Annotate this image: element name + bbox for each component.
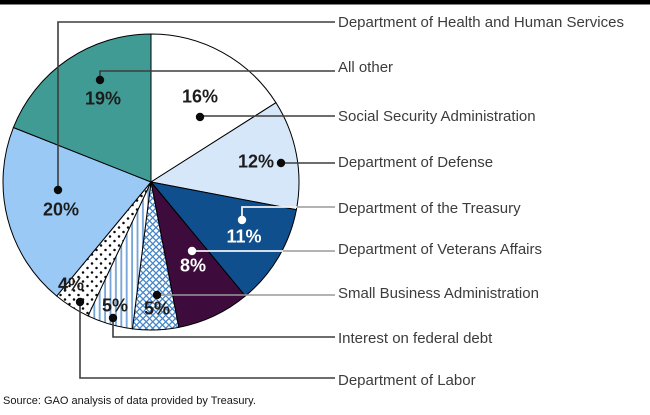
slice-value-label-department-of-health-and-human-services: 20% — [42, 199, 80, 220]
leader-dot-department-of-veterans-affairs — [187, 246, 197, 256]
pie-slice-department-of-the-treasury — [150, 181, 297, 297]
leader-dot-social-security-administration — [195, 112, 205, 122]
leader-line-department-of-health-and-human-services — [57, 21, 335, 190]
leader-dot-small-business-administration — [152, 290, 162, 300]
source-note: Source: GAO analysis of data provided by… — [3, 395, 256, 407]
category-label-interest-on-federal-debt: Interest on federal debt — [338, 330, 493, 347]
leader-dot-department-of-defense — [276, 158, 286, 168]
category-label-social-security-administration: Social Security Administration — [338, 108, 536, 125]
leader-line-interest-on-federal-debt — [112, 318, 335, 338]
category-label-all-other: All other — [338, 59, 394, 76]
leader-dot-department-of-health-and-human-services — [53, 185, 63, 195]
category-label-small-business-administration: Small Business Administration — [338, 285, 539, 302]
top-border-rule — [0, 0, 650, 5]
slice-value-label-social-security-administration: 16% — [181, 86, 219, 107]
category-label-department-of-the-treasury: Department of the Treasury — [338, 200, 521, 217]
category-label-department-of-defense: Department of Defense — [338, 154, 494, 171]
leader-dot-interest-on-federal-debt — [108, 313, 118, 323]
slice-value-label-department-of-defense: 12% — [237, 151, 275, 172]
category-label-department-of-labor: Department of Labor — [338, 372, 476, 389]
category-label-department-of-health-and-human-services: Department of Health and Human Services — [338, 14, 624, 31]
leader-dot-department-of-the-treasury — [237, 215, 247, 225]
leader-line-department-of-the-treasury — [241, 206, 297, 219]
leader-dot-all-other — [95, 75, 105, 85]
slice-value-label-department-of-labor: 4% — [57, 274, 85, 295]
pie-slice-department-of-defense — [150, 102, 300, 211]
slice-value-label-department-of-veterans-affairs: 8% — [179, 255, 207, 276]
slice-value-label-all-other: 19% — [84, 88, 122, 109]
leader-line-department-of-labor — [79, 302, 335, 379]
slice-value-label-department-of-the-treasury: 11% — [226, 226, 262, 247]
leader-dot-department-of-labor — [75, 297, 85, 307]
slice-value-label-small-business-administration: 5% — [143, 298, 171, 319]
pie-slice-department-of-health-and-human-services — [2, 127, 152, 297]
slice-value-label-interest-on-federal-debt: 5% — [101, 295, 129, 316]
category-label-department-of-veterans-affairs: Department of Veterans Affairs — [338, 241, 543, 258]
